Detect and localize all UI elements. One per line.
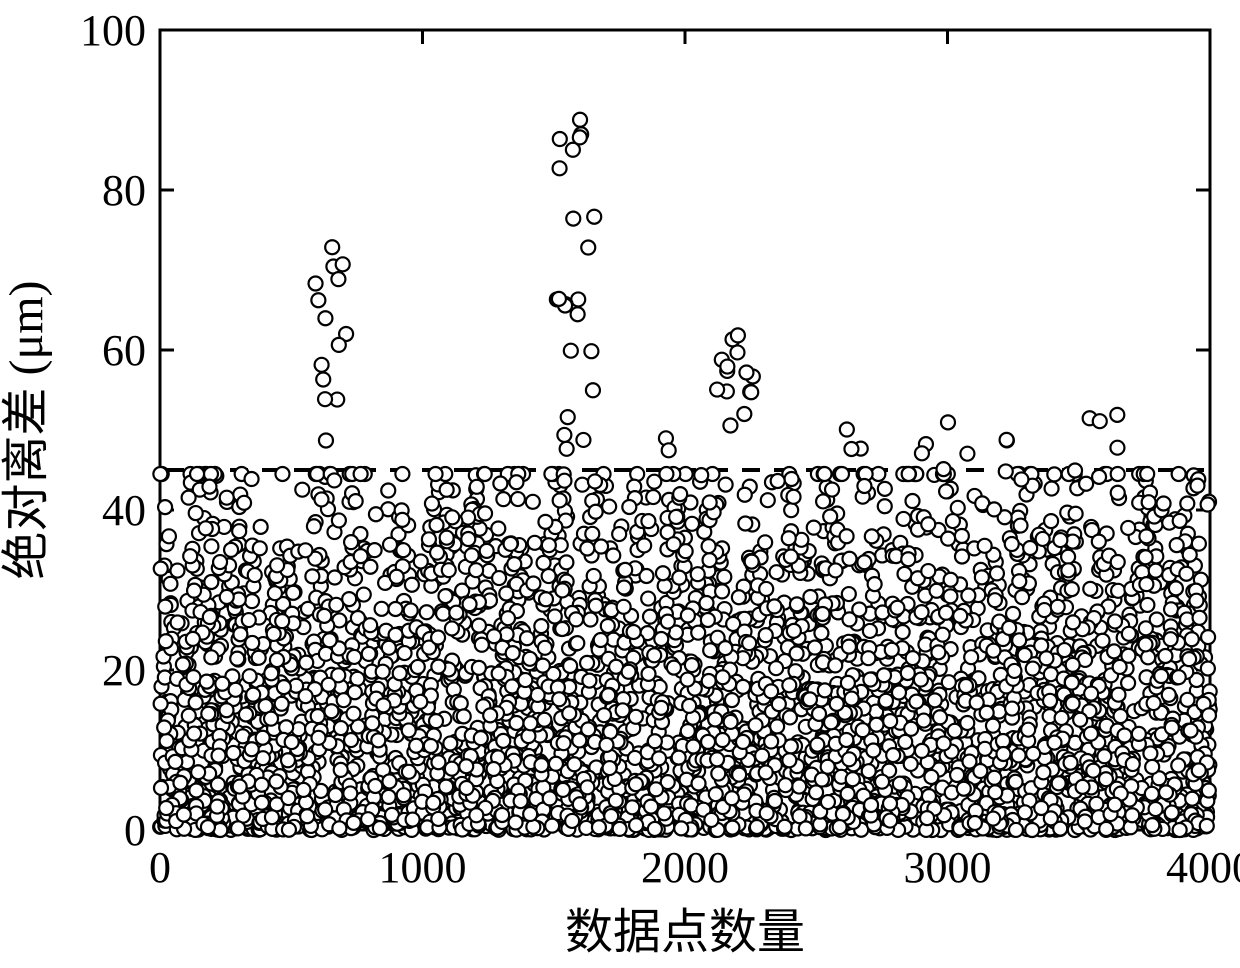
x-tick-label: 0 bbox=[149, 843, 171, 892]
y-tick-label: 100 bbox=[80, 6, 146, 55]
y-tick-label: 0 bbox=[124, 806, 146, 855]
x-tick-label: 4000 bbox=[1166, 843, 1240, 892]
x-tick-label: 3000 bbox=[904, 843, 992, 892]
x-tick-label: 1000 bbox=[379, 843, 467, 892]
y-tick-label: 80 bbox=[102, 166, 146, 215]
y-tick-label: 40 bbox=[102, 486, 146, 535]
y-tick-label: 20 bbox=[102, 646, 146, 695]
x-tick-label: 2000 bbox=[641, 843, 729, 892]
scatter-chart: 0 1000 2000 3000 4000 0 20 40 60 80 100 数据点数量 绝对离… bbox=[0, 0, 1240, 968]
scatter-points bbox=[153, 113, 1217, 837]
y-tick-label: 60 bbox=[102, 326, 146, 375]
y-axis-label: 绝对离差 (μm) bbox=[0, 280, 53, 579]
x-axis-label: 数据点数量 bbox=[565, 906, 805, 959]
chart-svg: 0 1000 2000 3000 4000 0 20 40 60 80 100 数据点数量 绝对离… bbox=[0, 0, 1240, 968]
